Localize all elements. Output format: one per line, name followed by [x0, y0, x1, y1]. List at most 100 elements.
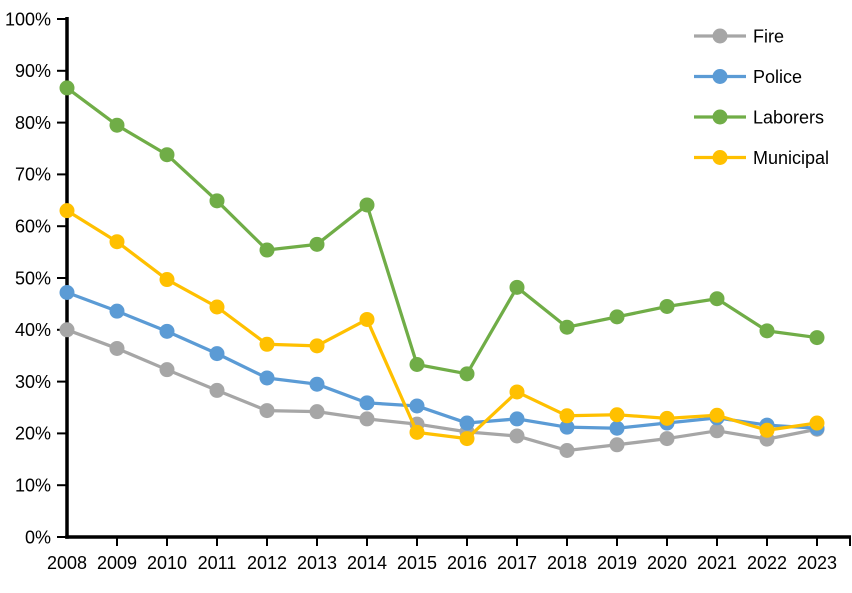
data-point-laborers-2023 — [809, 330, 825, 346]
data-point-municipal-2011 — [209, 299, 225, 315]
data-point-laborers-2012 — [259, 242, 275, 258]
data-point-police-2008 — [59, 285, 75, 301]
data-point-fire-2012 — [259, 403, 275, 419]
x-tick-label: 2015 — [397, 553, 437, 573]
legend-marker-fire — [712, 28, 728, 44]
data-point-municipal-2023 — [809, 415, 825, 431]
data-point-police-2012 — [259, 370, 275, 386]
data-point-municipal-2014 — [359, 311, 375, 327]
data-point-police-2019 — [609, 420, 625, 436]
data-point-fire-2009 — [109, 340, 125, 356]
data-point-fire-2013 — [309, 404, 325, 420]
x-tick-label: 2023 — [797, 553, 837, 573]
y-tick-label: 20% — [15, 424, 51, 444]
series-municipal — [59, 203, 825, 447]
series-line-fire — [65, 328, 819, 453]
y-tick-label: 30% — [15, 372, 51, 392]
data-point-municipal-2022 — [759, 422, 775, 438]
x-tick-label: 2013 — [297, 553, 337, 573]
y-tick-label: 90% — [15, 61, 51, 81]
data-point-laborers-2016 — [459, 366, 475, 382]
legend: Fire Police Laborers Municipal — [694, 26, 829, 168]
data-point-fire-2014 — [359, 411, 375, 427]
series-laborers — [59, 80, 825, 382]
data-point-fire-2010 — [159, 362, 175, 378]
data-point-municipal-2021 — [709, 407, 725, 423]
legend-marker-laborers — [712, 109, 728, 125]
y-tick-label: 60% — [15, 217, 51, 237]
data-point-laborers-2020 — [659, 298, 675, 314]
data-point-fire-2018 — [559, 442, 575, 458]
x-tick-label: 2011 — [198, 553, 237, 573]
data-point-laborers-2022 — [759, 323, 775, 339]
x-tick-label: 2014 — [347, 553, 387, 573]
x-tick-label: 2021 — [697, 553, 737, 573]
data-point-police-2016 — [459, 415, 475, 431]
data-point-laborers-2011 — [209, 193, 225, 209]
data-point-laborers-2010 — [159, 147, 175, 163]
data-point-fire-2017 — [509, 428, 525, 444]
data-point-fire-2008 — [59, 322, 75, 338]
data-point-municipal-2010 — [159, 272, 175, 288]
x-tick-label: 2012 — [247, 553, 287, 573]
series-line-municipal — [65, 209, 819, 441]
y-tick-label: 100% — [5, 9, 51, 29]
data-point-police-2010 — [159, 323, 175, 339]
data-point-municipal-2017 — [509, 384, 525, 400]
x-tick-label: 2020 — [647, 553, 687, 573]
data-point-municipal-2020 — [659, 410, 675, 426]
series-line-police — [65, 290, 819, 430]
data-point-laborers-2021 — [709, 291, 725, 307]
data-point-laborers-2017 — [509, 279, 525, 295]
x-tick-label: 2010 — [147, 553, 187, 573]
legend-item-municipal: Municipal — [694, 148, 829, 168]
x-tick-label: 2009 — [97, 553, 137, 573]
data-point-police-2009 — [109, 303, 125, 319]
series-fire — [59, 322, 825, 458]
data-point-municipal-2012 — [259, 336, 275, 352]
data-point-laborers-2008 — [59, 80, 75, 96]
y-tick-label: 0% — [25, 527, 51, 547]
legend-label-police: Police — [753, 67, 802, 87]
data-point-police-2015 — [409, 398, 425, 414]
y-tick-label: 40% — [15, 320, 51, 340]
data-point-fire-2021 — [709, 423, 725, 439]
data-point-laborers-2014 — [359, 197, 375, 213]
legend-marker-police — [712, 69, 728, 84]
legend-label-fire: Fire — [753, 26, 784, 46]
data-point-fire-2020 — [659, 431, 675, 447]
data-point-police-2011 — [209, 346, 225, 362]
x-tick-label: 2017 — [497, 553, 537, 573]
data-point-police-2014 — [359, 395, 375, 411]
data-point-laborers-2019 — [609, 309, 625, 325]
legend-label-municipal: Municipal — [753, 148, 829, 168]
axes: 0% 10% 20% 30% 40% 50% 60% 70% 80% 90% 100% 2008 200… — [5, 9, 851, 573]
legend-label-laborers: Laborers — [753, 107, 824, 127]
data-point-laborers-2013 — [309, 236, 325, 252]
y-tick-label: 50% — [15, 268, 51, 288]
data-point-police-2017 — [509, 411, 525, 427]
data-point-laborers-2015 — [409, 357, 425, 373]
series-line-laborers — [65, 86, 819, 376]
legend-item-police: Police — [694, 67, 802, 87]
data-point-laborers-2018 — [559, 319, 575, 335]
y-tick-label: 10% — [15, 476, 51, 496]
data-point-fire-2019 — [609, 437, 625, 453]
data-point-municipal-2015 — [409, 424, 425, 440]
data-point-laborers-2009 — [109, 117, 125, 133]
legend-item-laborers: Laborers — [694, 107, 824, 127]
data-point-municipal-2019 — [609, 407, 625, 423]
x-tick-label: 2019 — [597, 553, 637, 573]
data-point-municipal-2013 — [309, 338, 325, 354]
legend-item-fire: Fire — [694, 26, 784, 46]
data-point-municipal-2016 — [459, 431, 475, 447]
x-tick-label: 2008 — [47, 553, 87, 573]
x-tick-label: 2016 — [447, 553, 487, 573]
x-tick-label: 2022 — [747, 553, 787, 573]
legend-marker-municipal — [712, 150, 728, 165]
data-point-fire-2011 — [209, 382, 225, 398]
data-point-police-2018 — [559, 419, 575, 435]
